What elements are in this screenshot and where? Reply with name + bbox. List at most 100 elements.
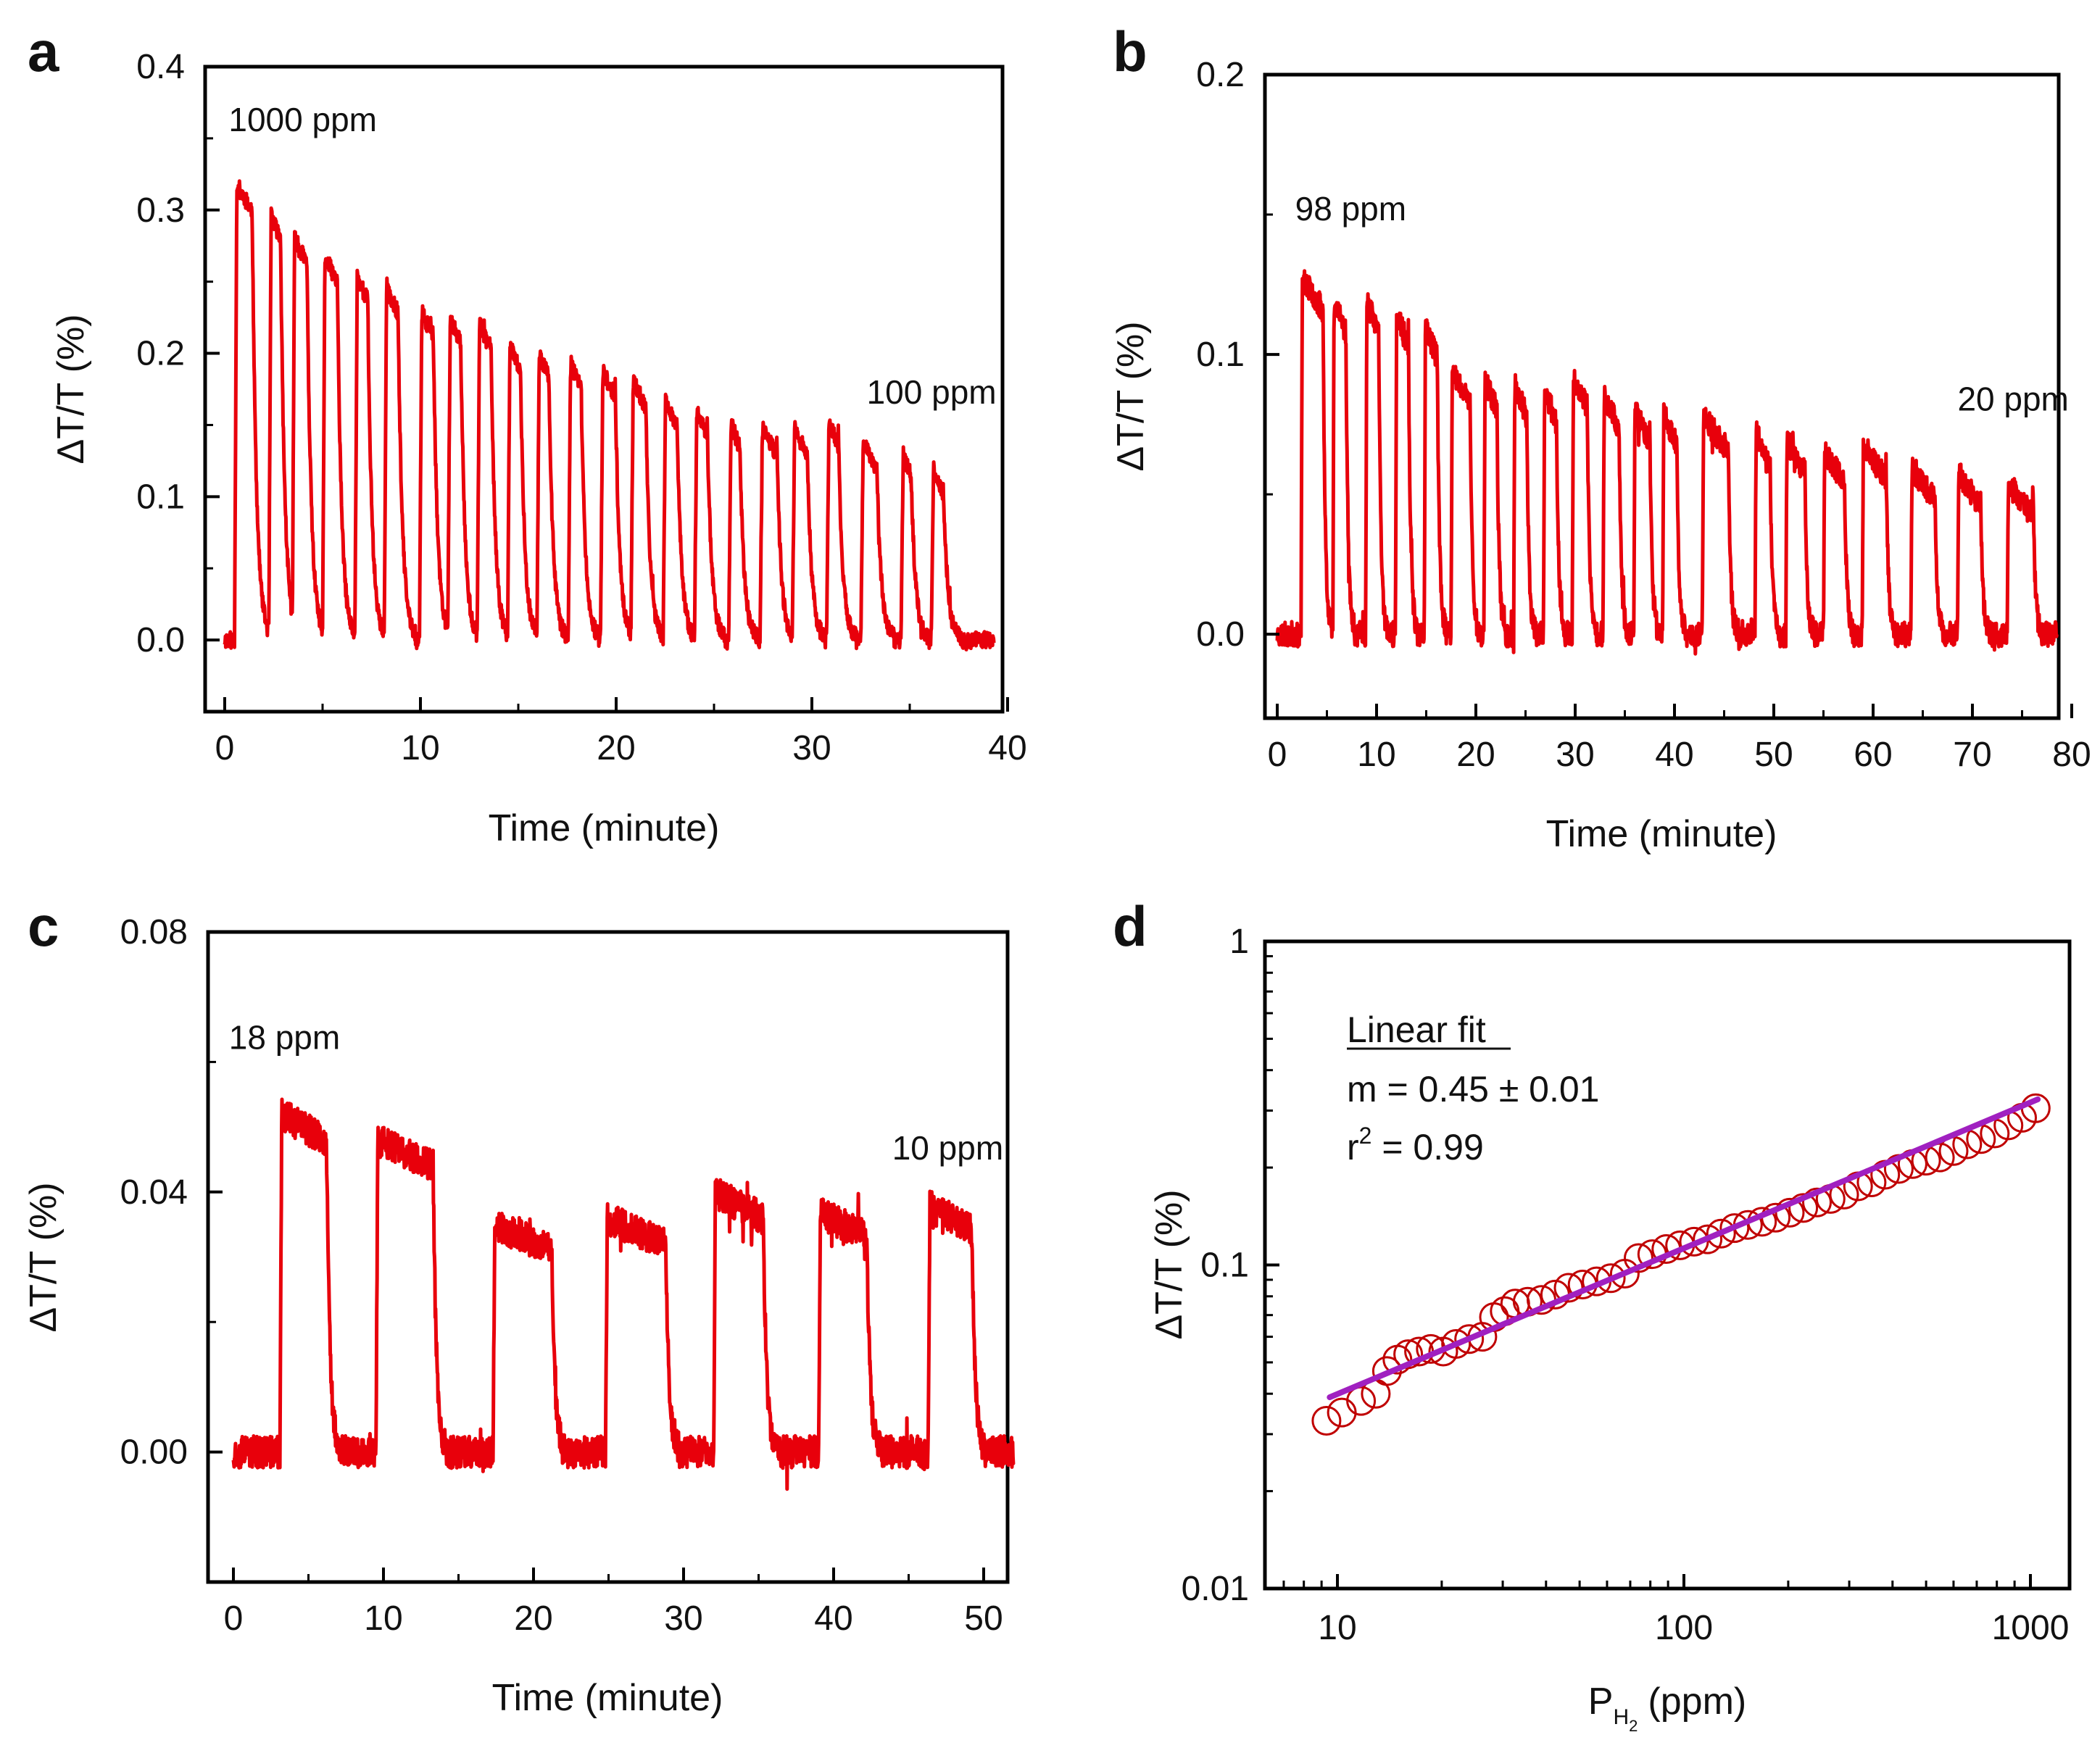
concentration-annotation: 20 ppm — [1957, 380, 2068, 417]
response-line — [223, 179, 996, 652]
panel-letter-a: a — [28, 20, 59, 83]
y-tick-label: 0.08 — [120, 913, 188, 952]
panel-a-chart: a 0 10 20 30 40 0.0 0.1 0.2 0.3 0.4 1000 ppm 100 p… — [28, 20, 1027, 849]
data-point — [1624, 1243, 1653, 1273]
response-line — [1275, 269, 2059, 656]
concentration-annotation: 98 ppm — [1295, 190, 1406, 228]
panel-d-fit-line-group — [1327, 1096, 2041, 1401]
panel-c-x-axis-label: Time (minute) — [492, 1677, 723, 1719]
data-point — [1595, 1263, 1626, 1294]
x-tick-label: 40 — [1655, 736, 1693, 774]
panel-c-ticks — [208, 931, 985, 1582]
x-tick-label: 20 — [1456, 736, 1495, 774]
y-tick-label: 0.4 — [136, 48, 185, 86]
x-tick-label: 70 — [1953, 736, 1991, 774]
panel-a-ticks — [205, 65, 1009, 712]
y-tick-label: 0.3 — [136, 191, 185, 230]
x-tick-label: 0 — [1268, 736, 1287, 774]
x-tick-label: 50 — [1754, 736, 1793, 774]
y-tick-label: 0.1 — [136, 478, 185, 516]
data-point — [1679, 1226, 1709, 1257]
data-point — [1311, 1406, 1342, 1436]
x-tick-label: 60 — [1854, 736, 1892, 774]
x-axis-label-unit: (ppm) — [1648, 1681, 1746, 1723]
panel-b-tick-labels: 0 10 20 30 40 50 60 70 80 0.0 0.1 0.2 — [1196, 56, 2091, 774]
panel-letter-c: c — [28, 894, 59, 958]
panel-a-y-axis-label: ΔT/T (%) — [50, 314, 92, 464]
fit-r2-value: = 0.99 — [1371, 1127, 1483, 1167]
response-line — [231, 1097, 1016, 1491]
x-tick-label: 30 — [1556, 736, 1594, 774]
y-tick-label: 1 — [1229, 923, 1249, 961]
x-tick-label: 40 — [988, 729, 1026, 767]
concentration-annotation: 1000 ppm — [228, 101, 377, 138]
y-tick-label: 0.01 — [1182, 1570, 1249, 1608]
data-point — [1454, 1324, 1485, 1354]
x-tick-label: 10 — [401, 729, 439, 767]
fit-slope: m = 0.45 ± 0.01 — [1347, 1069, 1600, 1110]
y-tick-label: 0.00 — [120, 1433, 188, 1472]
data-point — [1802, 1187, 1832, 1217]
fit-r2: r2 = 0.99 — [1347, 1123, 1484, 1167]
data-point — [1393, 1339, 1424, 1370]
data-point — [1371, 1356, 1402, 1386]
panel-c-tick-labels: 0 10 20 30 40 50 0.00 0.04 0.08 — [120, 913, 1003, 1638]
panel-c-series — [231, 1097, 1016, 1491]
panel-b-annotations: 98 ppm 20 ppm — [1295, 190, 2069, 418]
panel-c-chart: c 0 10 20 30 40 50 0.00 0.04 0.08 18 ppm 10 ppm T… — [22, 894, 1016, 1719]
data-point — [1775, 1197, 1805, 1228]
panel-b-ticks — [1265, 73, 2073, 718]
panel-a-plot-frame — [203, 64, 1005, 714]
panel-a-series — [223, 179, 996, 652]
panel-c-y-axis-label: ΔT/T (%) — [22, 1182, 65, 1332]
y-tick-label: 0.0 — [136, 621, 185, 659]
data-point — [1327, 1397, 1357, 1428]
x-axis-label-subsub: 2 — [1629, 1717, 1638, 1735]
panel-b-series — [1275, 269, 2059, 656]
y-tick-label: 0.1 — [1200, 1246, 1249, 1285]
panel-b-plot-frame — [1263, 72, 2061, 720]
x-tick-label: 10 — [1357, 736, 1395, 774]
panel-d-tick-labels: 10 100 1000 0.01 0.1 1 — [1182, 923, 2070, 1647]
y-tick-label: 0.2 — [136, 335, 185, 373]
x-tick-label: 80 — [2052, 736, 2091, 774]
y-tick-label: 0.2 — [1196, 56, 1245, 94]
fit-title: Linear fit — [1347, 1010, 1486, 1050]
x-tick-label: 20 — [514, 1599, 552, 1638]
data-point — [1693, 1224, 1723, 1254]
x-tick-label: 0 — [215, 729, 235, 767]
x-tick-label: 0 — [224, 1599, 244, 1638]
panel-letter-d: d — [1113, 894, 1147, 958]
x-tick-label: 10 — [1318, 1609, 1356, 1647]
x-axis-label-sub: H — [1613, 1705, 1629, 1729]
x-tick-label: 10 — [364, 1599, 402, 1638]
x-tick-label: 30 — [664, 1599, 702, 1638]
panel-a-x-axis-label: Time (minute) — [489, 807, 720, 849]
fit-r2-sup: 2 — [1359, 1123, 1372, 1149]
x-tick-label: 20 — [597, 729, 635, 767]
x-tick-label: 100 — [1655, 1609, 1713, 1647]
panel-d-y-axis-label: ΔT/T (%) — [1148, 1189, 1190, 1339]
data-point — [1719, 1213, 1750, 1244]
panel-d-chart: d 10 100 1000 0.01 0.1 1 Linear fit m = 0.45 … — [1113, 894, 2072, 1735]
panel-d-ticks — [1265, 940, 2032, 1590]
x-tick-label: 1000 — [1992, 1609, 2070, 1647]
y-tick-label: 0.0 — [1196, 615, 1245, 654]
panel-b-chart: b 0 10 20 30 40 50 60 70 80 0.0 0.1 0.2 98 ppm 20 pp… — [1110, 20, 2091, 855]
panel-b-y-axis-label: ΔT/T (%) — [1110, 321, 1152, 471]
panel-b-x-axis-label: Time (minute) — [1546, 813, 1777, 855]
panel-d-x-axis-label: PH2 (ppm) — [1588, 1681, 1746, 1735]
panel-a-tick-labels: 0 10 20 30 40 0.0 0.1 0.2 0.3 0.4 — [136, 48, 1026, 767]
panel-letter-b: b — [1113, 20, 1147, 83]
x-axis-label-main: P — [1588, 1681, 1614, 1723]
fit-r2-prefix: r — [1347, 1127, 1359, 1167]
x-tick-label: 30 — [792, 729, 831, 767]
panel-a-annotations: 1000 ppm 100 ppm — [228, 101, 996, 411]
y-tick-label: 0.04 — [120, 1173, 188, 1212]
concentration-annotation: 10 ppm — [892, 1129, 1003, 1167]
fit-line — [1327, 1096, 2041, 1401]
concentration-annotation: 18 ppm — [229, 1018, 340, 1056]
data-point — [1788, 1193, 1819, 1223]
concentration-annotation: 100 ppm — [867, 373, 997, 411]
